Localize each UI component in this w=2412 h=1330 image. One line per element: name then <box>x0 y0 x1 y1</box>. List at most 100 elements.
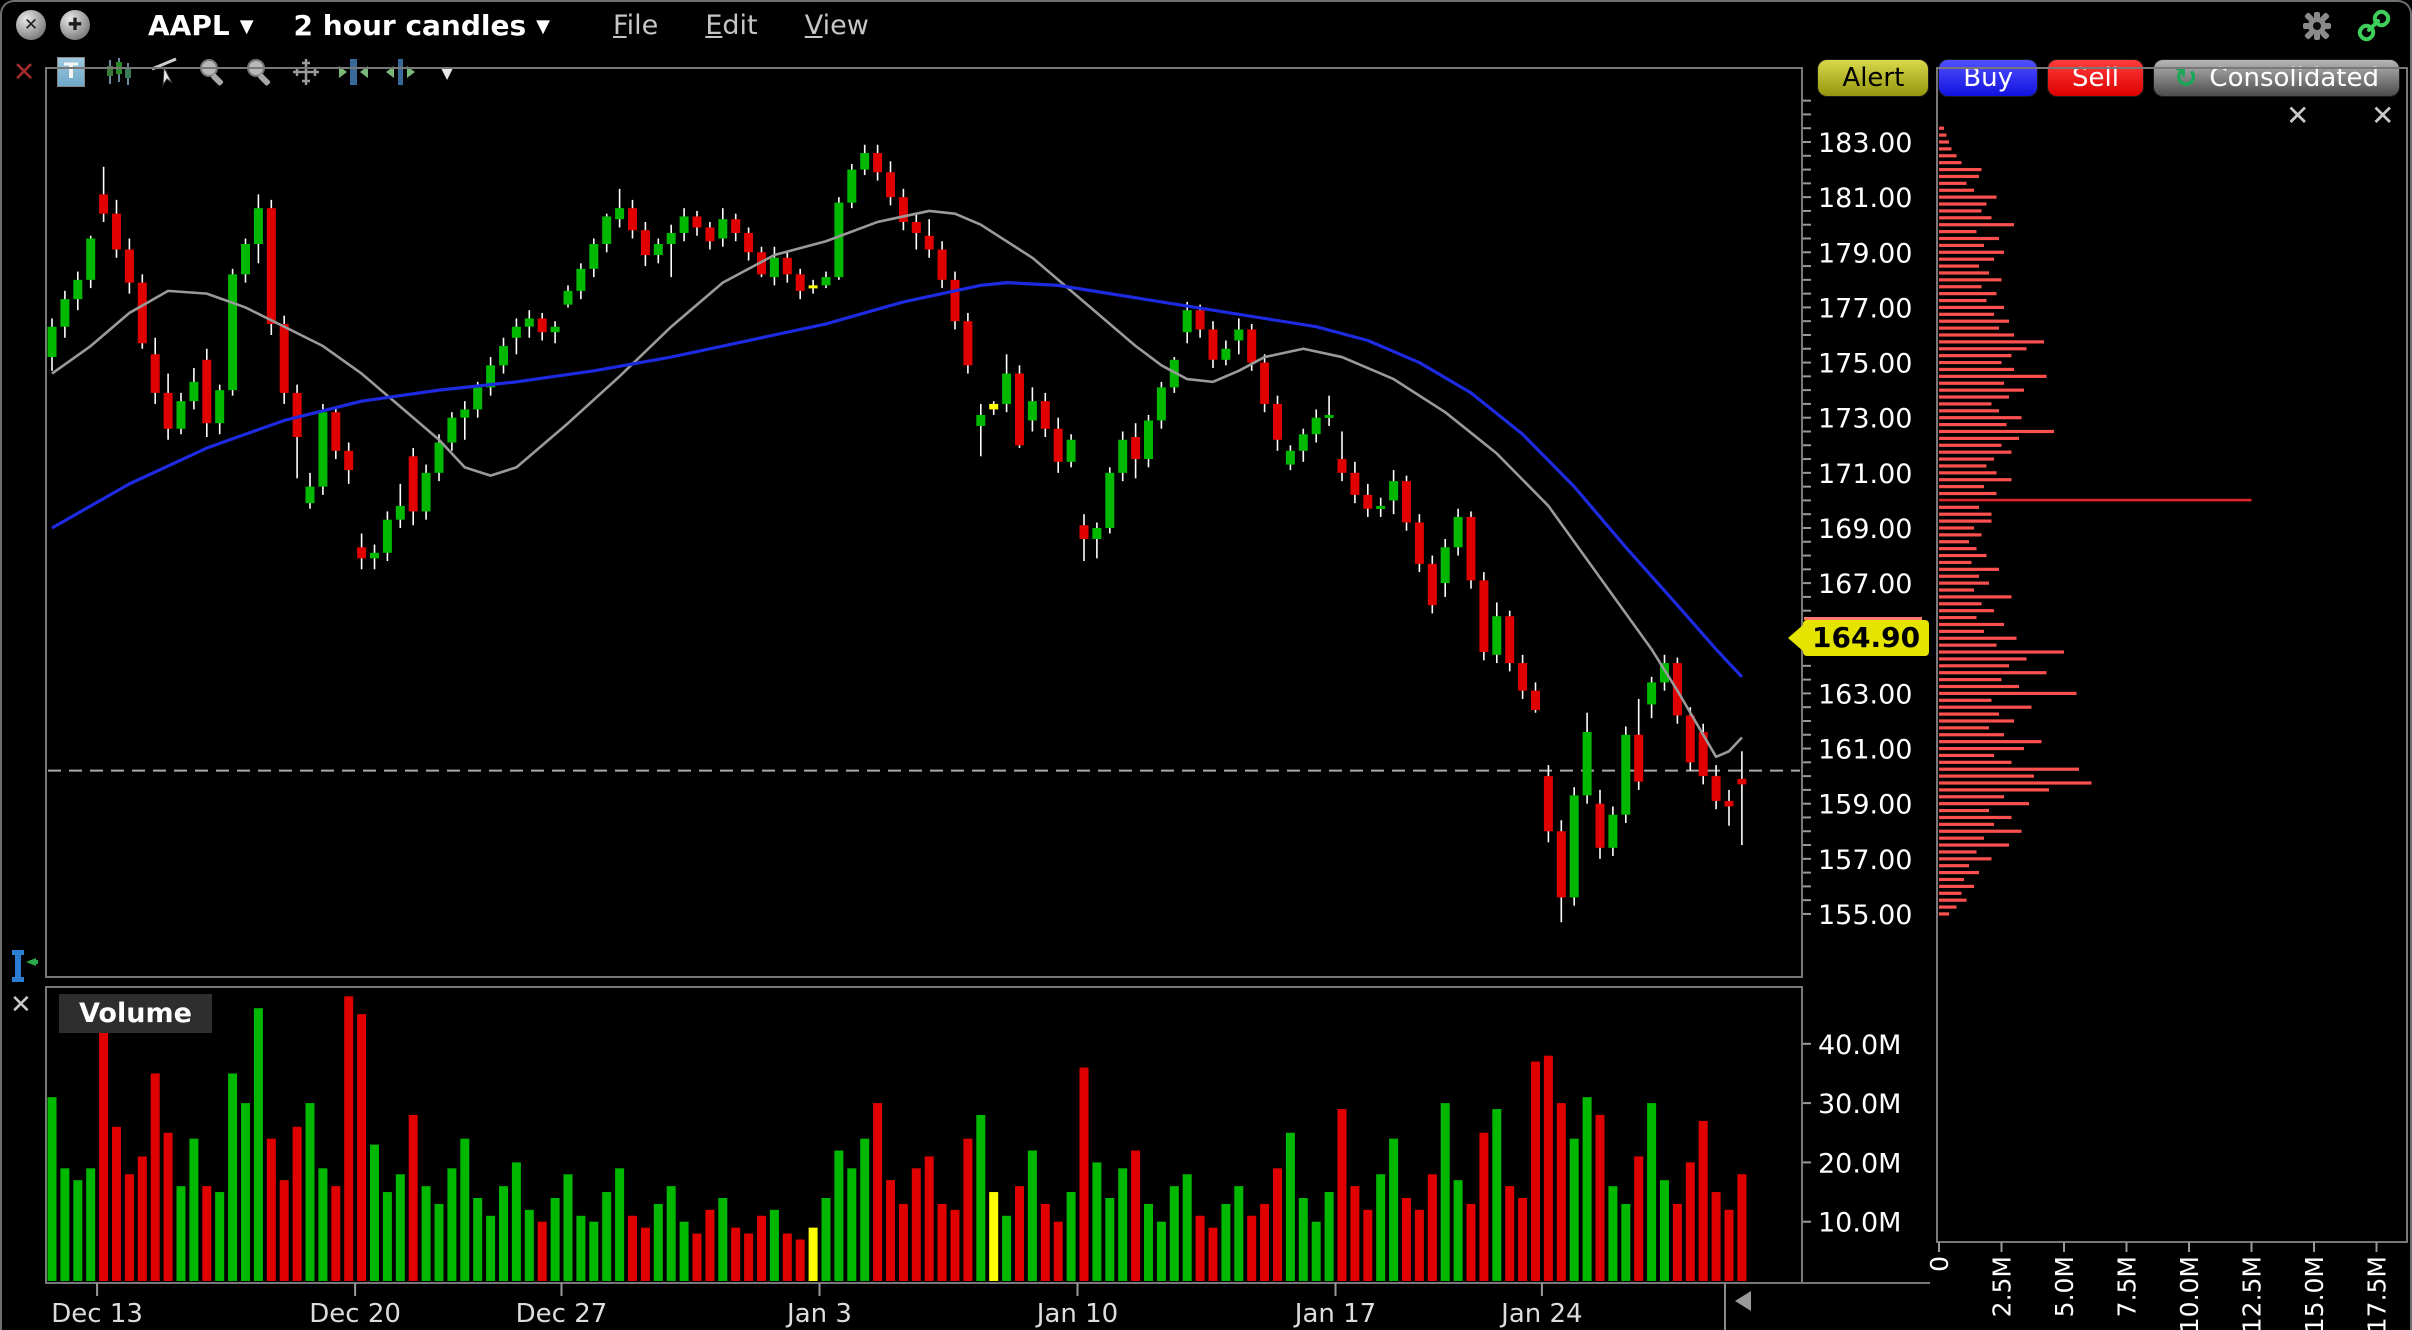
price-tick-label: 173.00 <box>1818 404 1912 435</box>
volume-bar <box>1492 1109 1502 1281</box>
profile-bar <box>1939 891 1962 895</box>
volume-bar <box>576 1215 586 1281</box>
profile-tick-label: 17.5M <box>2363 1256 2392 1330</box>
candle-body <box>976 414 986 426</box>
alert-button[interactable]: Alert <box>1817 59 1930 97</box>
profile-bar <box>1939 829 2022 833</box>
profile-bar <box>1939 671 2047 675</box>
profile-bar <box>1939 802 2029 806</box>
candle-body <box>279 323 289 393</box>
scrollbar-corner[interactable] <box>1724 1283 1751 1330</box>
profile-bar <box>1939 746 2024 751</box>
volume-tick-label: 30.0M <box>1818 1089 1901 1120</box>
volume-bar <box>1156 1221 1166 1281</box>
candle-body <box>718 219 728 239</box>
volume-bar <box>1221 1203 1231 1281</box>
candle-body <box>60 299 70 327</box>
profile-bar <box>1939 877 1964 882</box>
candle-body <box>731 219 741 233</box>
profile-bar <box>1939 174 1979 179</box>
profile-bar <box>1939 409 1999 413</box>
close-window-button[interactable]: ✕ <box>16 10 46 40</box>
candle-body <box>615 208 625 220</box>
profile-close-icon[interactable]: ✕ <box>2286 99 2310 132</box>
volume-tick-label: 40.0M <box>1818 1030 1901 1061</box>
candle-body <box>1131 436 1141 460</box>
candle-body <box>1156 387 1166 421</box>
menu-edit[interactable]: Edit <box>705 9 758 41</box>
volume-pane-close-icon[interactable]: ✕ <box>10 990 32 1020</box>
price-tick-label: 155.00 <box>1818 900 1912 931</box>
volume-axis[interactable]: 40.0M 30.0M 20.0M 10.0M <box>1803 1030 1901 1239</box>
volume-bar <box>1466 1203 1476 1281</box>
menu-file[interactable]: File <box>613 9 659 41</box>
candle-body <box>1234 329 1244 341</box>
profile-bar <box>1939 161 1962 165</box>
buy-button[interactable]: Buy <box>1938 59 2038 97</box>
profile-bar <box>1939 140 1949 144</box>
candle-body <box>821 277 831 286</box>
profile-bar <box>1939 733 2004 737</box>
menu-view[interactable]: View <box>804 9 869 41</box>
volume-profile-series[interactable] <box>1939 126 2252 916</box>
volume-bar <box>1015 1186 1024 1281</box>
profile-bar <box>1939 505 1979 509</box>
candle-body <box>73 279 83 300</box>
candle-body <box>937 249 947 280</box>
volume-bar <box>1118 1168 1128 1281</box>
add-window-button[interactable]: ✚ <box>60 10 90 40</box>
crosshair-icon[interactable] <box>290 56 322 88</box>
profile-bar <box>1939 533 1982 537</box>
candle-body <box>137 282 147 344</box>
candle-body <box>395 505 405 520</box>
close-tool-icon[interactable]: ✕ <box>12 56 36 88</box>
candle-body <box>1144 420 1153 460</box>
price-axis[interactable]: 183.00 181.00 179.00 177.00 175.00 173.00 171.… <box>1803 99 1912 931</box>
volume-bar <box>1685 1162 1695 1281</box>
date-axis[interactable]: Dec 13 Dec 20 Dec 27 Jan 3 Jan 10 Jan 17 Jan 2… <box>51 1283 1583 1329</box>
candle-body <box>1285 450 1295 465</box>
profile-bar <box>1939 774 2034 778</box>
profile-bar <box>1939 912 1949 916</box>
candle-body <box>1105 472 1115 528</box>
candle-body <box>1427 563 1437 606</box>
profile-panel-close-icon[interactable]: ✕ <box>2371 99 2395 132</box>
candle-body <box>744 232 754 253</box>
symbol-selector[interactable]: AAPL ▼ <box>148 9 254 42</box>
volume-bar <box>1247 1215 1257 1281</box>
volume-bar <box>1660 1180 1669 1281</box>
volume-bar <box>189 1138 199 1281</box>
volume-bar <box>1131 1150 1141 1281</box>
volume-bar <box>292 1126 302 1281</box>
profile-axis[interactable]: 0 2.5M 5.0M 7.5M 10.0M 12.5M 15.0M 17.5M <box>1925 1241 2407 1330</box>
volume-bar <box>550 1197 560 1281</box>
volume-bar <box>1311 1221 1321 1281</box>
settings-gear-icon[interactable] <box>2300 9 2334 43</box>
text-tool-icon[interactable]: T <box>57 57 85 87</box>
pane-resize-icon[interactable] <box>4 948 38 988</box>
profile-tick-label: 0 <box>1925 1256 1954 1272</box>
candlestick-series[interactable] <box>47 144 1747 923</box>
profile-bar <box>1939 450 2012 454</box>
candle-body <box>331 412 341 451</box>
volume-bar <box>499 1186 508 1281</box>
profile-bar <box>1939 850 1977 854</box>
link-icon[interactable] <box>2356 8 2392 44</box>
candle-body <box>1621 734 1631 815</box>
candle-body <box>653 244 663 256</box>
profile-bar <box>1939 712 1999 716</box>
profile-bar <box>1939 374 2047 378</box>
volume-bars[interactable] <box>47 996 1747 1281</box>
candle-body <box>769 257 779 278</box>
candle-body <box>1402 481 1411 523</box>
volume-bar <box>1402 1197 1411 1281</box>
volume-bar <box>1105 1197 1115 1281</box>
timeframe-selector[interactable]: 2 hour candles ▼ <box>294 9 550 42</box>
profile-bar <box>1939 553 1987 558</box>
volume-bar <box>950 1209 960 1281</box>
candle-body <box>344 450 354 471</box>
candle-body <box>1195 310 1205 330</box>
pane-borders <box>45 67 2408 1284</box>
candle-body <box>112 213 121 250</box>
